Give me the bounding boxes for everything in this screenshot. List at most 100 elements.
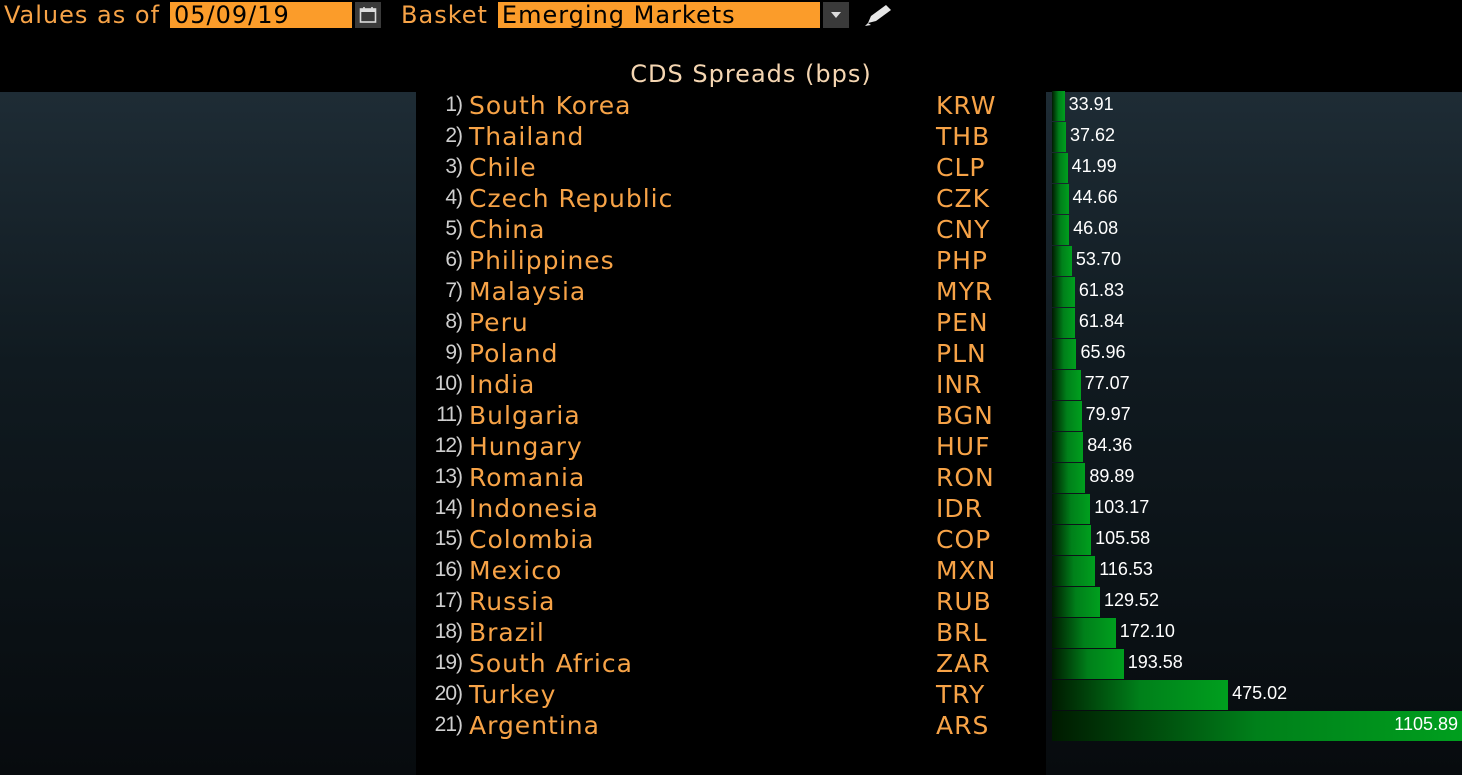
table-row[interactable]: 3) Chile CLP 41.99 xyxy=(416,153,1462,184)
rank-label: 7) xyxy=(445,279,463,302)
spread-bar xyxy=(1052,432,1084,462)
rank-label: 15) xyxy=(434,527,463,550)
currency-code: PEN xyxy=(936,308,989,337)
spread-bar xyxy=(1052,122,1066,152)
table-row[interactable]: 7) Malaysia MYR 61.83 xyxy=(416,277,1462,308)
rank-label: 20) xyxy=(434,682,463,705)
spread-value: 1105.89 xyxy=(1394,714,1458,734)
country-name[interactable]: Hungary xyxy=(469,432,583,461)
spread-value: 37.62 xyxy=(1069,125,1115,145)
basket-select[interactable]: Emerging Markets xyxy=(497,2,820,28)
spread-bar xyxy=(1052,463,1086,493)
country-name[interactable]: Indonesia xyxy=(469,494,599,523)
country-name[interactable]: Bulgaria xyxy=(469,401,581,430)
table-row[interactable]: 6) Philippines PHP 53.70 xyxy=(416,246,1462,277)
table-row[interactable]: 17) Russia RUB 129.52 xyxy=(416,587,1462,618)
rank-label: 17) xyxy=(434,589,463,612)
table-row[interactable]: 8) Peru PEN 61.84 xyxy=(416,308,1462,339)
rank-label: 4) xyxy=(445,186,463,209)
spread-bar xyxy=(1052,494,1091,524)
rank-label: 2) xyxy=(445,124,463,147)
country-name[interactable]: Mexico xyxy=(469,556,563,585)
table-row[interactable]: 9) Poland PLN 65.96 xyxy=(416,339,1462,370)
pencil-icon[interactable] xyxy=(861,2,895,28)
currency-code: COP xyxy=(936,525,992,554)
country-name[interactable]: Thailand xyxy=(469,122,585,151)
currency-code: INR xyxy=(936,370,983,399)
rank-label: 5) xyxy=(445,217,463,240)
rank-label: 19) xyxy=(434,651,463,674)
rank-label: 11) xyxy=(436,403,463,426)
table-row[interactable]: 21) Argentina ARS 1105.89 xyxy=(416,711,1462,742)
spread-value: 129.52 xyxy=(1104,590,1160,610)
table-row[interactable]: 1) South Korea KRW 33.91 xyxy=(416,91,1462,122)
country-name[interactable]: South Africa xyxy=(469,649,633,678)
country-name[interactable]: Peru xyxy=(469,308,529,337)
country-name[interactable]: Malaysia xyxy=(469,277,587,306)
rank-label: 8) xyxy=(445,310,463,333)
country-name[interactable]: Romania xyxy=(469,463,586,492)
table-row[interactable]: 4) Czech Republic CZK 44.66 xyxy=(416,184,1462,215)
country-name[interactable]: India xyxy=(469,370,536,399)
spread-value: 475.02 xyxy=(1232,683,1288,703)
country-name[interactable]: Poland xyxy=(469,339,559,368)
spread-bar xyxy=(1052,91,1065,121)
table-row[interactable]: 20) Turkey TRY 475.02 xyxy=(416,680,1462,711)
table-row[interactable]: 15) Colombia COP 105.58 xyxy=(416,525,1462,556)
spread-value: 79.97 xyxy=(1085,404,1131,424)
basket-label: Basket xyxy=(401,1,488,29)
chart-title: CDS Spreads (bps) xyxy=(630,60,872,88)
country-name[interactable]: Argentina xyxy=(469,711,600,740)
table-row[interactable]: 5) China CNY 46.08 xyxy=(416,215,1462,246)
calendar-icon[interactable] xyxy=(355,2,382,28)
rank-label: 3) xyxy=(445,155,463,178)
spread-bar xyxy=(1052,649,1124,679)
spread-bar xyxy=(1052,153,1068,183)
currency-code: ARS xyxy=(936,711,990,740)
spread-bar xyxy=(1052,556,1096,586)
country-name[interactable]: Philippines xyxy=(469,246,615,275)
rank-label: 14) xyxy=(434,496,463,519)
currency-code: BRL xyxy=(936,618,988,647)
currency-code: CNY xyxy=(936,215,991,244)
currency-code: PLN xyxy=(936,339,987,368)
table-row[interactable]: 12) Hungary HUF 84.36 xyxy=(416,432,1462,463)
spread-value: 105.58 xyxy=(1095,528,1151,548)
currency-code: IDR xyxy=(936,494,983,523)
currency-code: BGN xyxy=(936,401,994,430)
spread-value: 53.70 xyxy=(1075,249,1121,269)
table-row[interactable]: 10) India INR 77.07 xyxy=(416,370,1462,401)
country-name[interactable]: Colombia xyxy=(469,525,595,554)
spread-value: 89.89 xyxy=(1089,466,1135,486)
values-as-of-label: Values as of xyxy=(4,1,161,29)
currency-code: CZK xyxy=(936,184,990,213)
rank-label: 10) xyxy=(434,372,463,395)
table-row[interactable]: 18) Brazil BRL 172.10 xyxy=(416,618,1462,649)
rank-label: 6) xyxy=(445,248,463,271)
table-row[interactable]: 16) Mexico MXN 116.53 xyxy=(416,556,1462,587)
spread-value: 61.83 xyxy=(1078,280,1124,300)
country-name[interactable]: Chile xyxy=(469,153,537,182)
table-row[interactable]: 13) Romania RON 89.89 xyxy=(416,463,1462,494)
spread-value: 46.08 xyxy=(1073,218,1119,238)
chevron-down-icon[interactable] xyxy=(822,2,849,28)
currency-code: RUB xyxy=(936,587,992,616)
table-row[interactable]: 11) Bulgaria BGN 79.97 xyxy=(416,401,1462,432)
country-name[interactable]: Russia xyxy=(469,587,556,616)
currency-code: KRW xyxy=(936,91,997,120)
spread-value: 103.17 xyxy=(1094,497,1150,517)
country-name[interactable]: Turkey xyxy=(469,680,557,709)
country-name[interactable]: South Korea xyxy=(469,91,632,120)
spread-bar xyxy=(1052,680,1229,710)
left-background-panel xyxy=(0,92,416,775)
table-row[interactable]: 2) Thailand THB 37.62 xyxy=(416,122,1462,153)
country-name[interactable]: China xyxy=(469,215,546,244)
spread-value: 44.66 xyxy=(1072,187,1118,207)
table-row[interactable]: 19) South Africa ZAR 193.58 xyxy=(416,649,1462,680)
country-name[interactable]: Brazil xyxy=(469,618,545,647)
table-row[interactable]: 14) Indonesia IDR 103.17 xyxy=(416,494,1462,525)
spread-value: 41.99 xyxy=(1071,156,1117,176)
date-input[interactable]: 05/09/19 xyxy=(170,2,353,28)
spread-bar xyxy=(1052,525,1092,555)
country-name[interactable]: Czech Republic xyxy=(469,184,674,213)
